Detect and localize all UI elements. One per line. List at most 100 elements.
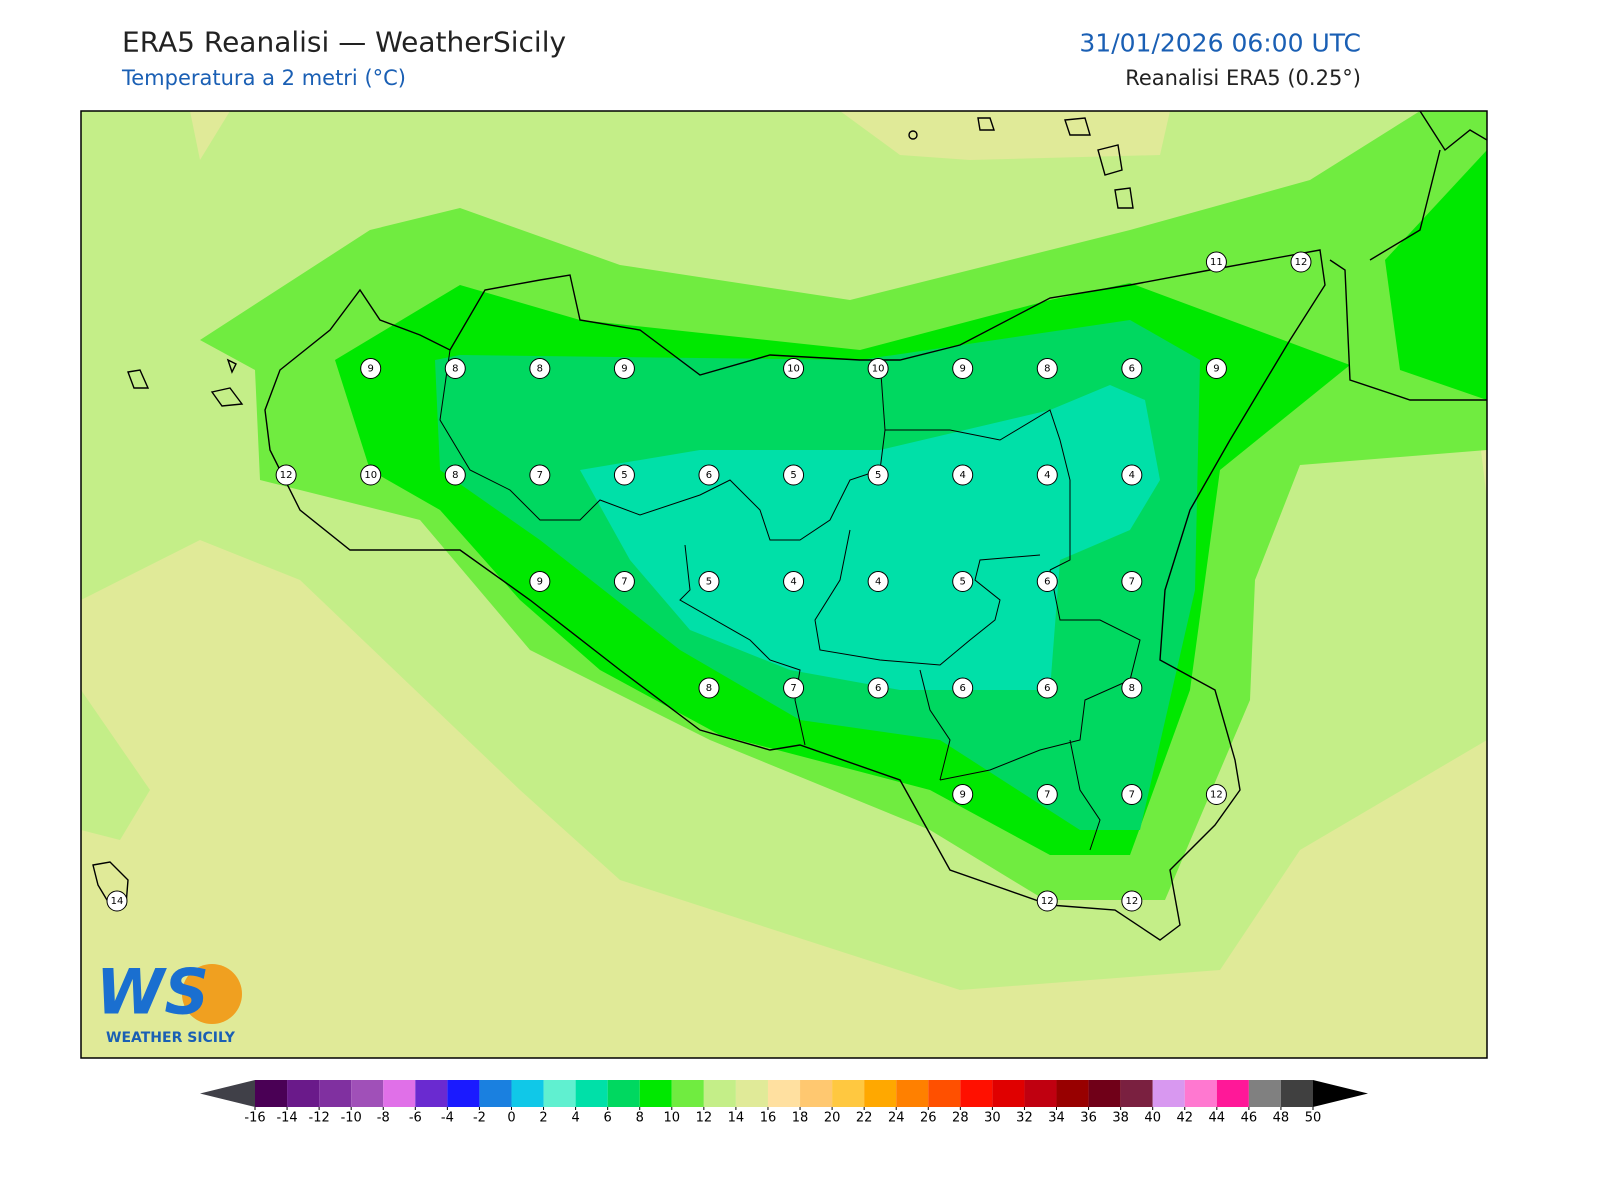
station-value: 8 <box>452 470 458 481</box>
station-value: 4 <box>790 577 796 588</box>
station-value: 6 <box>1044 683 1050 694</box>
station-value: 7 <box>790 683 796 694</box>
colorbar-label: 6 <box>604 1111 612 1126</box>
colorbar-segment <box>800 1080 833 1107</box>
map-frame <box>80 110 1488 1059</box>
colorbar-segment <box>1088 1080 1121 1107</box>
station-value: 7 <box>621 577 627 588</box>
colorbar-segment <box>1248 1080 1281 1107</box>
logo-sun <box>182 964 242 1024</box>
station-value: 10 <box>872 364 885 375</box>
colorbar-segment <box>1184 1080 1217 1107</box>
station-value: 10 <box>364 470 377 481</box>
colorbar-segment <box>543 1080 576 1107</box>
colorbar-segment <box>896 1080 929 1107</box>
station-value: 10 <box>787 364 800 375</box>
station-value: 8 <box>1129 683 1135 694</box>
colorbar-segment <box>1056 1080 1089 1107</box>
station-value: 9 <box>1213 364 1219 375</box>
station-value: 11 <box>1210 257 1223 268</box>
colorbar-segment <box>671 1080 704 1107</box>
source: Reanalisi ERA5 (0.25°) <box>1125 66 1361 90</box>
colorbar-segment <box>351 1080 384 1107</box>
colorbar-segment <box>479 1080 512 1107</box>
colorbar-label: 8 <box>636 1111 644 1126</box>
colorbar-label: 42 <box>1176 1111 1193 1126</box>
colorbar-label: 4 <box>571 1111 579 1126</box>
colorbar-segment <box>639 1080 672 1107</box>
station-value: 6 <box>1129 364 1135 375</box>
colorbar-label: 32 <box>1016 1111 1033 1126</box>
station-value: 12 <box>1041 896 1054 907</box>
subtitle: Temperatura a 2 metri (°C) <box>121 66 406 90</box>
station-value: 7 <box>1044 790 1050 801</box>
station-marker <box>1205 784 1227 805</box>
colorbar-label: -12 <box>309 1111 330 1126</box>
colorbar-label: 20 <box>824 1111 841 1126</box>
colorbar-label: 38 <box>1112 1111 1129 1126</box>
colorbar-label: 18 <box>792 1111 809 1126</box>
station-marker <box>1121 784 1143 805</box>
colorbar-under <box>200 1080 255 1107</box>
station-marker <box>698 464 720 486</box>
station-value: 8 <box>452 364 458 375</box>
colorbar-segment <box>703 1080 736 1107</box>
colorbar-segment <box>415 1080 448 1107</box>
colorbar-label: 14 <box>728 1111 745 1126</box>
station-marker <box>1036 464 1058 486</box>
station-marker <box>106 890 128 912</box>
colorbar-segment <box>607 1080 640 1107</box>
zone <box>81 690 150 840</box>
colorbar-label: -4 <box>441 1111 454 1126</box>
station-value: 9 <box>368 364 374 375</box>
colorbar-label: -10 <box>341 1111 362 1126</box>
colorbar-label: 2 <box>539 1111 547 1126</box>
station-value: 7 <box>537 470 543 481</box>
station-value: 4 <box>875 577 881 588</box>
colorbar-label: 16 <box>760 1111 777 1126</box>
station-value: 7 <box>1129 790 1135 801</box>
colorbar-label: -8 <box>377 1111 390 1126</box>
colorbar-segment <box>1216 1080 1249 1107</box>
station-value: 9 <box>621 364 627 375</box>
station-value: 8 <box>706 683 712 694</box>
colorbar-segment <box>383 1080 416 1107</box>
station-marker <box>952 464 974 486</box>
station-marker <box>1205 251 1227 273</box>
zone <box>840 111 1170 160</box>
station-marker <box>613 571 635 592</box>
station-marker <box>613 464 635 486</box>
colorbar-label: 22 <box>856 1111 873 1126</box>
station-value: 5 <box>706 577 712 588</box>
station-value: 14 <box>111 896 124 907</box>
colorbar-label: 24 <box>888 1111 905 1126</box>
colorbar-segment <box>1152 1080 1185 1107</box>
title: ERA5 Reanalisi — WeatherSicily <box>122 26 566 59</box>
zone <box>580 385 1160 690</box>
colorbar-label: 34 <box>1048 1111 1065 1126</box>
colorbar-label: 44 <box>1209 1111 1226 1126</box>
zone <box>190 111 230 160</box>
colorbar-segment <box>287 1080 320 1107</box>
logo-name: WEATHER SICILY <box>106 1030 236 1046</box>
station-marker <box>783 571 805 592</box>
colorbar-label: -14 <box>276 1111 297 1126</box>
station-marker <box>1121 890 1143 912</box>
station-value: 5 <box>621 470 627 481</box>
station-marker <box>1036 784 1058 805</box>
station-marker <box>867 464 889 486</box>
station-marker <box>444 358 466 379</box>
colorbar-segment <box>960 1080 993 1107</box>
map <box>81 111 1487 1058</box>
station-value: 8 <box>537 364 543 375</box>
station-marker <box>1036 890 1058 912</box>
station-marker <box>783 677 805 699</box>
colorbar-segment <box>1120 1080 1153 1107</box>
station-value: 5 <box>960 577 966 588</box>
station-value: 4 <box>1044 470 1050 481</box>
station-value: 4 <box>960 470 966 481</box>
station-value: 9 <box>537 577 543 588</box>
colorbar-label: 48 <box>1273 1111 1290 1126</box>
colorbar-segment <box>992 1080 1025 1107</box>
